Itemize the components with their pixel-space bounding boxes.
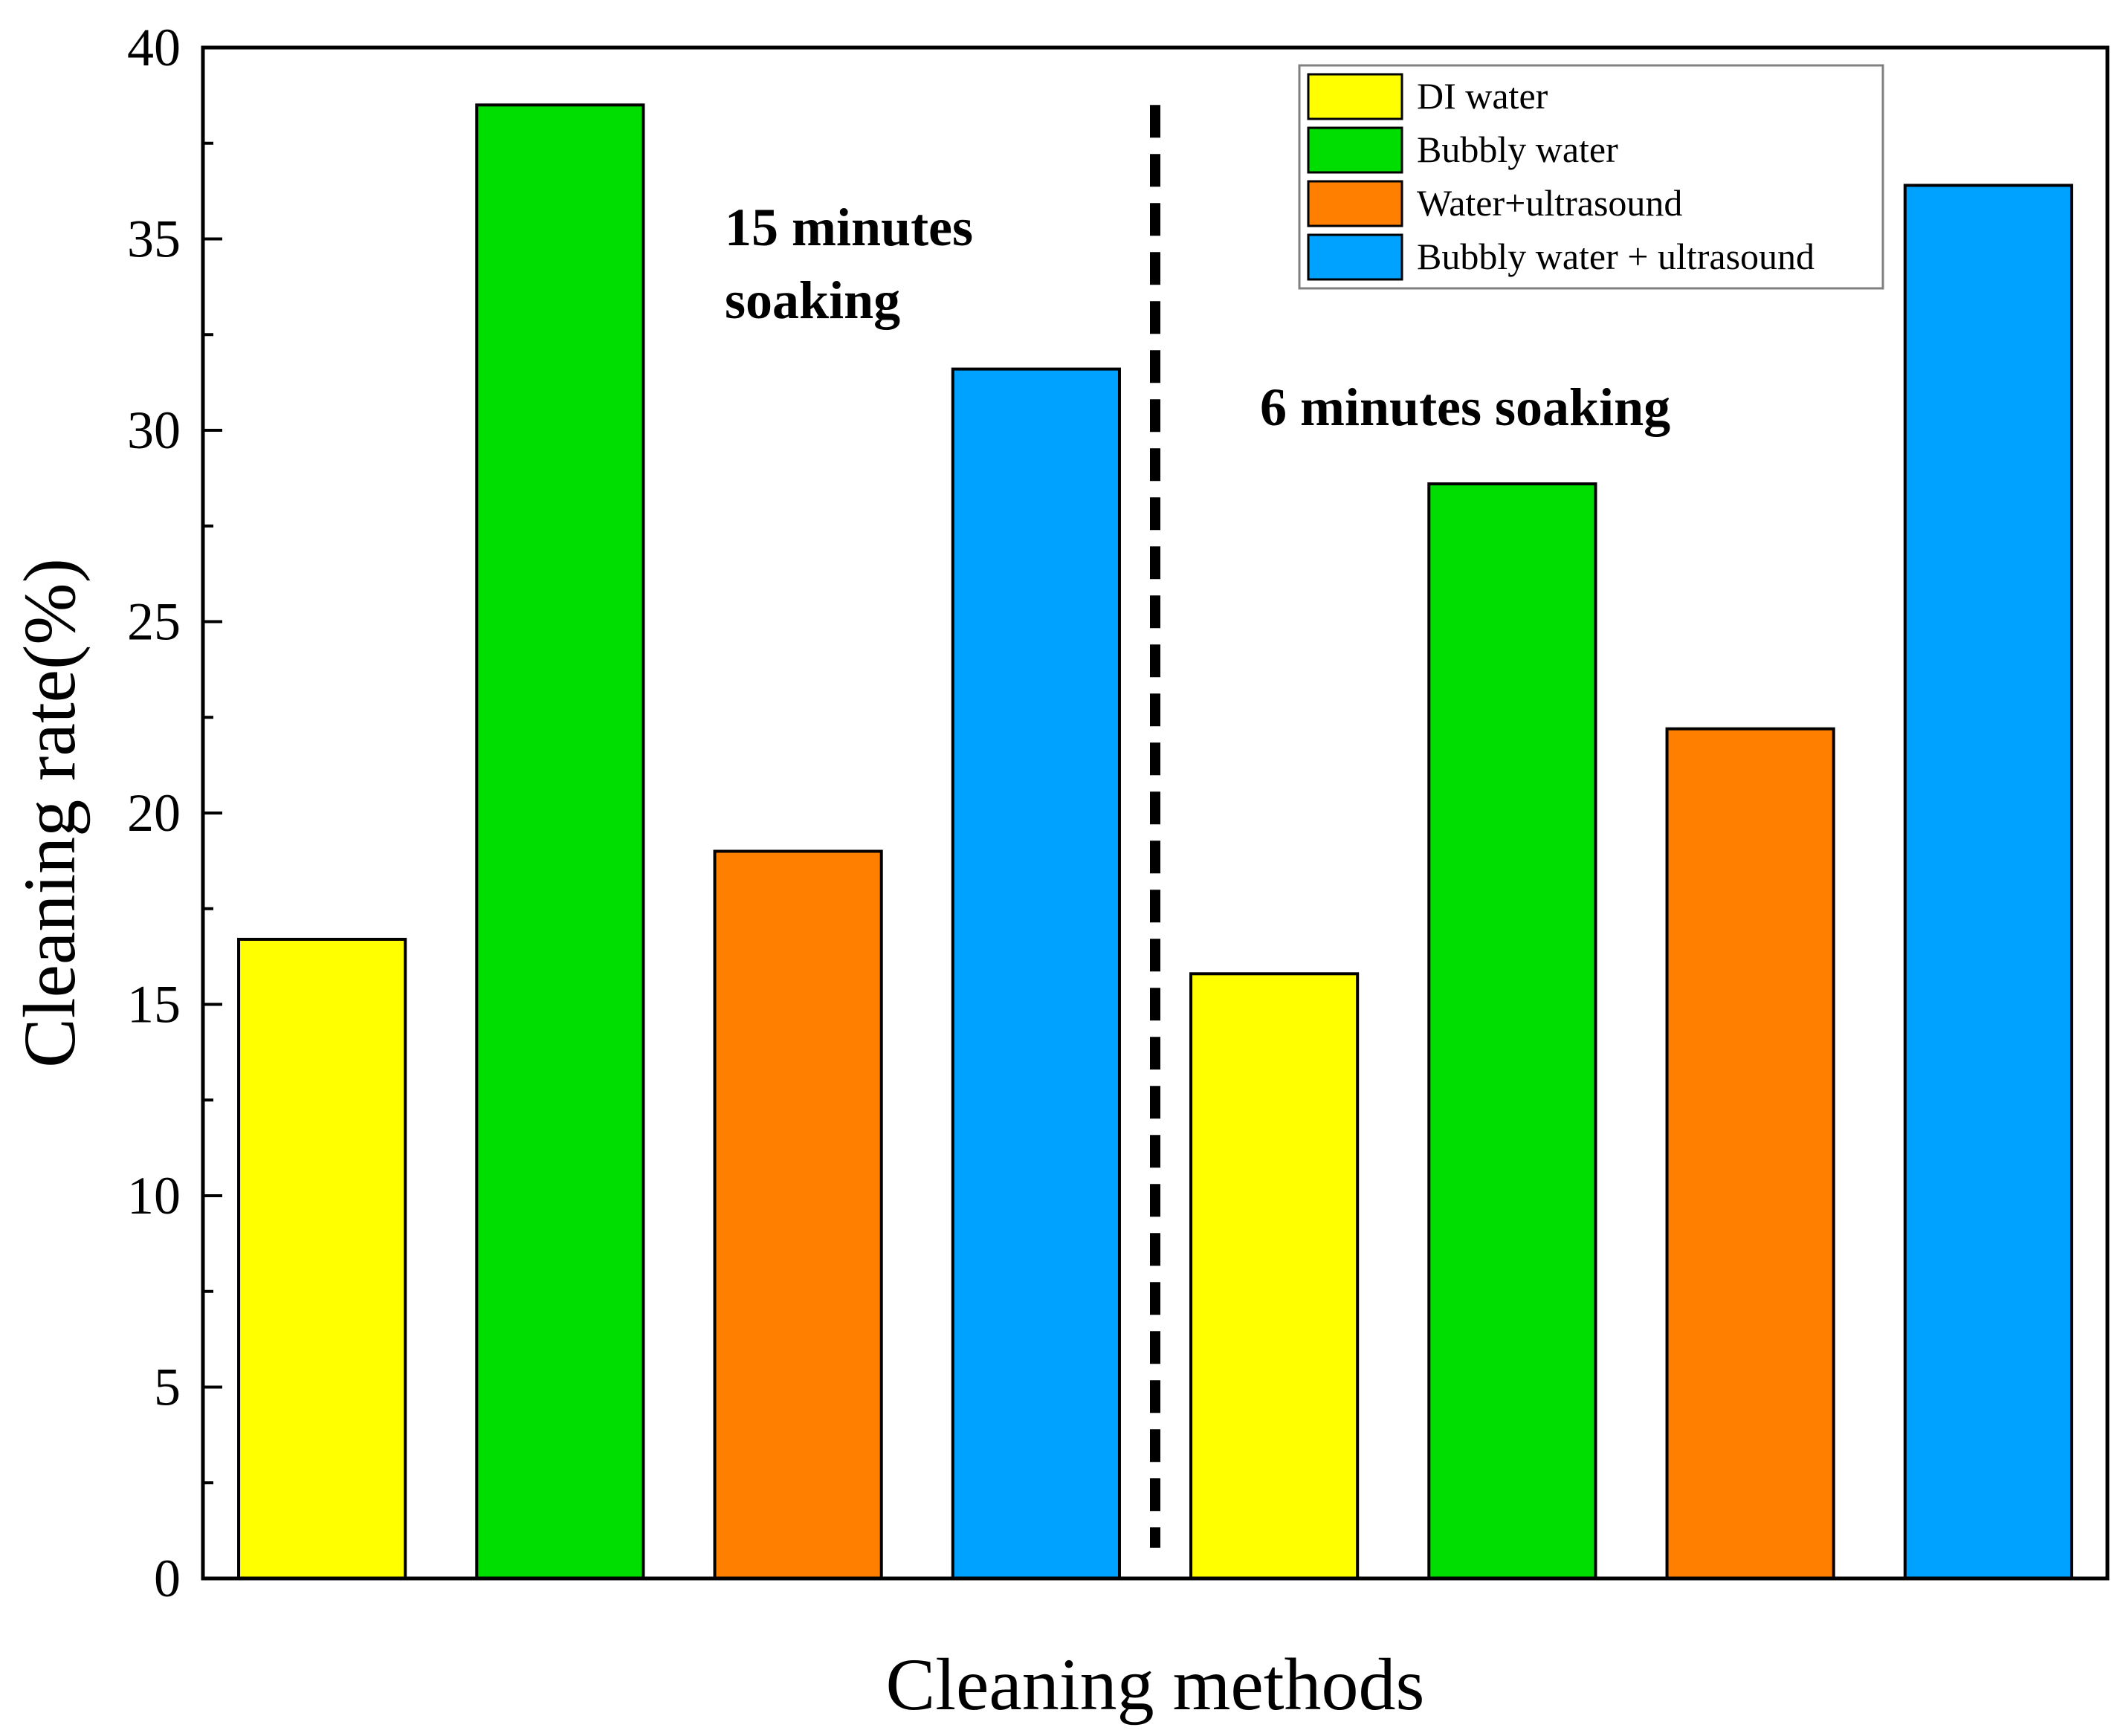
- y-tick-label: 40: [127, 18, 181, 77]
- bar-2-water-ultrasound: [1665, 727, 1835, 1581]
- legend-swatch: [1307, 233, 1403, 281]
- x-axis-title: Cleaning methods: [886, 1643, 1425, 1726]
- annotation-group-1-line-2: soaking: [725, 271, 900, 330]
- y-tick-label: 20: [127, 783, 181, 843]
- bar-2-di-water: [1189, 972, 1360, 1581]
- y-axis-tick-labels: 0 5 10 15 20 25 30 35 40: [127, 18, 181, 1608]
- bar-1-bubbly-water: [475, 103, 645, 1580]
- bar-1-di-water: [237, 937, 407, 1580]
- y-tick-label: 0: [154, 1549, 181, 1608]
- legend-label: Bubbly water + ultrasound: [1417, 236, 1815, 277]
- y-tick-label: 35: [127, 210, 181, 269]
- y-tick-label: 25: [127, 592, 181, 652]
- bar-2-bubbly-water: [1427, 482, 1597, 1580]
- legend-label: DI water: [1417, 75, 1548, 117]
- y-tick-label: 15: [127, 975, 181, 1034]
- y-tick-label: 5: [154, 1358, 181, 1417]
- legend-swatch: [1307, 180, 1403, 227]
- y-tick-label: 30: [127, 401, 181, 460]
- bar-1-water-ultrasound: [713, 849, 883, 1580]
- y-axis-ticks: [203, 46, 222, 1580]
- legend-label: Water+ultrasound: [1417, 182, 1682, 224]
- y-tick-label: 10: [127, 1166, 181, 1225]
- legend: DI water Bubbly water Water+ultrasound Bubb…: [1298, 64, 1884, 290]
- bar-1-bubbly-water-ultrasound: [951, 367, 1121, 1581]
- group-annotations: 15 minutes soaking 6 minutes soaking: [725, 198, 1670, 437]
- bar-2-bubbly-water-ultrasound: [1903, 184, 2073, 1580]
- annotation-group-1-line-1: 15 minutes: [725, 198, 973, 257]
- annotation-group-2-line-1: 6 minutes soaking: [1260, 378, 1670, 437]
- y-axis-title: Cleaning rate(%): [8, 558, 91, 1068]
- bars-layer: [237, 103, 2073, 1581]
- legend-swatch: [1307, 126, 1403, 174]
- legend-swatch: [1307, 73, 1403, 120]
- legend-label: Bubbly water: [1417, 129, 1618, 170]
